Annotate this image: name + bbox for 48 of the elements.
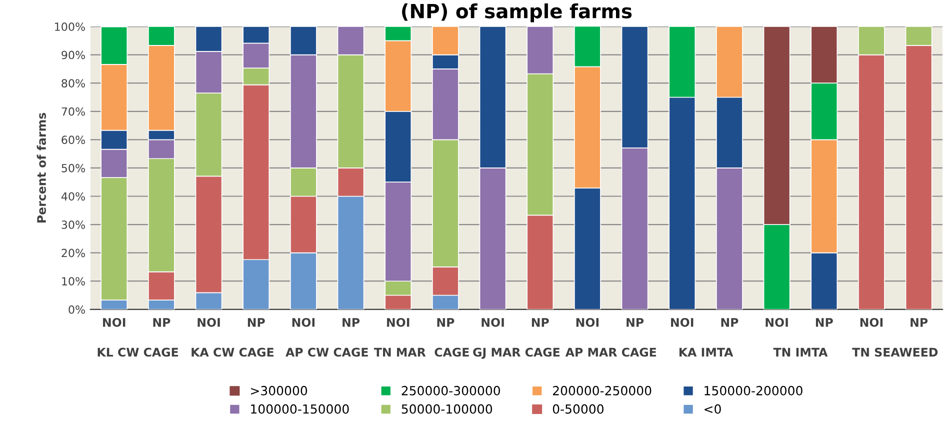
x-tick-label: NP (342, 318, 360, 327)
text: TN MAR CAGE (374, 348, 469, 357)
x-tick-label: NP (910, 318, 928, 327)
x-tick-label: NP (153, 318, 170, 327)
y-tick-label: 50% (62, 164, 85, 172)
y-tick-label: 90% (62, 50, 85, 60)
x-tick-label: NOI (103, 318, 126, 327)
x-tick-label: NP (437, 318, 454, 327)
x-tick-label: NOI (576, 318, 599, 327)
x-tick-label: NOI (671, 318, 694, 327)
y-axis-title: Percent of farms (36, 112, 46, 222)
x-tick-label: NOI (292, 318, 315, 327)
y-tick-label: 30% (62, 220, 85, 229)
legend-label: 250000-300000 (402, 386, 500, 396)
legend-label: 150000-200000 (704, 386, 802, 396)
x-tick-label: NP (721, 318, 738, 327)
x-tick-label: NP (532, 318, 549, 327)
y-tick-label: 80% (62, 79, 85, 88)
x-tick-label: NOI (860, 318, 883, 327)
x-tick-label: NOI (387, 318, 410, 327)
y-tick-label: 10% (62, 277, 85, 286)
x-tick-label: NP (626, 318, 644, 327)
text: AP MAR CAGE (565, 348, 656, 357)
text: KA IMTA (679, 348, 734, 357)
legend-label: <0 (704, 404, 721, 414)
text: TN IMTA (773, 348, 828, 357)
y-tick-label: 20% (62, 248, 85, 258)
text: GJ MAR CAGE (473, 348, 560, 359)
legend-label: 200000-250000 (553, 386, 652, 396)
x-tick-label: NOI (198, 318, 220, 327)
y-tick-label: 70% (62, 107, 85, 116)
legend-label: 50000-100000 (402, 404, 492, 414)
text: AP CW CAGE (286, 348, 368, 357)
y-tick-label: 100% (55, 22, 85, 31)
legend-label: >300000 (251, 386, 308, 396)
x-tick-label: NOI (766, 318, 788, 327)
x-tick-label: NP (816, 318, 833, 327)
x-tick-label: NP (248, 318, 265, 327)
y-tick-label: 60% (62, 136, 85, 144)
text: TN SEAWEED (852, 348, 938, 357)
y-tick-label: 40% (61, 192, 85, 201)
text: KA CW CAGE (192, 348, 274, 357)
legend-label: 0-50000 (552, 404, 604, 414)
chart-title: (NP) of sample farms (402, 3, 632, 22)
y-tick-label: 0% (68, 305, 85, 314)
text: KL CW CAGE (98, 348, 178, 357)
legend-label: 100000-150000 (251, 404, 349, 414)
x-tick-label: NOI (482, 318, 504, 327)
